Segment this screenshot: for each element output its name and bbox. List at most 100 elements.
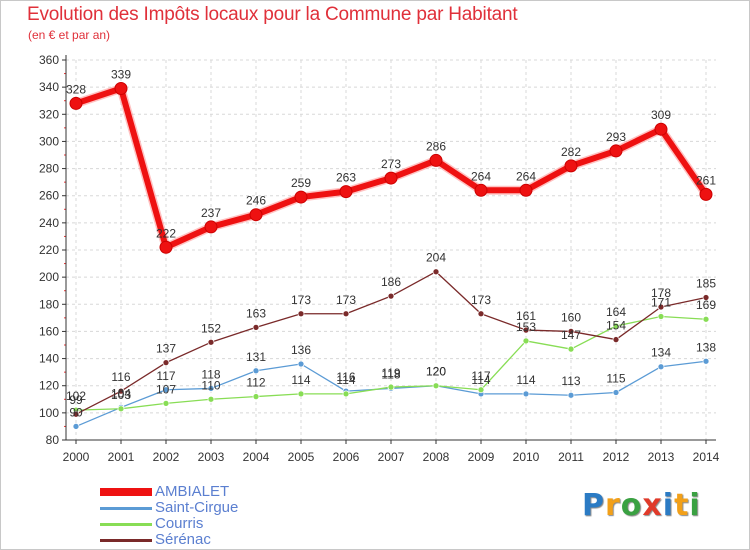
logo-letter: r — [605, 488, 621, 523]
data-label: 171 — [651, 296, 671, 310]
data-point — [522, 326, 530, 334]
x-tick-label: 2006 — [333, 450, 360, 464]
data-point — [339, 185, 353, 199]
line-chart: 80 100 120 140 160 180 200 220 240 260 280 300 320 34… — [39, 53, 720, 464]
data-label: 136 — [291, 343, 311, 357]
legend-swatch — [100, 507, 152, 510]
x-tick-label: 2009 — [468, 450, 495, 464]
data-point — [657, 363, 665, 371]
data-point — [117, 405, 125, 413]
data-label: 261 — [696, 173, 716, 187]
y-tick-label: 340 — [39, 80, 59, 94]
data-label: 293 — [606, 130, 626, 144]
data-label: 103 — [111, 388, 131, 402]
data-point — [387, 383, 395, 391]
data-point — [249, 208, 263, 222]
data-point — [342, 390, 350, 398]
x-tick-label: 2001 — [108, 450, 135, 464]
data-point — [114, 82, 128, 95]
data-label: 152 — [201, 321, 221, 335]
logo-letter: t — [674, 488, 690, 523]
x-tick-label: 2008 — [423, 450, 450, 464]
data-label: 222 — [156, 226, 176, 240]
x-tick-label: 2000 — [63, 450, 90, 464]
data-label: 112 — [246, 376, 265, 390]
data-point — [432, 382, 440, 390]
proxiti-logo: Proxiti — [582, 488, 701, 523]
chart-subtitle: (en € et par an) — [28, 28, 111, 42]
data-label: 118 — [381, 367, 400, 381]
data-point — [432, 268, 440, 276]
data-label: 264 — [516, 169, 536, 183]
data-label: 117 — [471, 369, 490, 383]
logo-letter: i — [662, 488, 675, 523]
x-tick-label: 2014 — [693, 450, 720, 464]
data-label: 186 — [381, 275, 401, 289]
data-point — [207, 338, 215, 346]
data-label: 114 — [516, 373, 535, 387]
data-label: 263 — [336, 171, 356, 185]
x-tick-label: 2012 — [603, 450, 630, 464]
data-label: 163 — [246, 306, 266, 320]
data-label: 259 — [291, 176, 311, 190]
data-label: 99 — [69, 393, 83, 407]
x-tick-label: 2013 — [648, 450, 675, 464]
data-point — [294, 190, 308, 204]
data-label: 120 — [426, 365, 446, 379]
data-label: 147 — [561, 328, 581, 342]
data-point — [252, 367, 260, 375]
chart-title: Evolution des Impôts locaux pour la Comm… — [27, 4, 518, 25]
x-tick-label: 2005 — [288, 450, 315, 464]
y-tick-label: 320 — [39, 107, 59, 121]
data-label: 107 — [156, 382, 176, 396]
data-label: 131 — [246, 350, 266, 364]
data-label: 153 — [516, 320, 536, 334]
data-point — [429, 153, 443, 167]
data-point — [207, 395, 215, 403]
logo-letter: o — [620, 488, 643, 523]
data-point — [612, 336, 620, 343]
data-point — [297, 360, 305, 368]
data-point — [297, 310, 305, 318]
data-label: 114 — [471, 373, 490, 387]
y-tick-label: 80 — [46, 433, 60, 447]
legend-swatch — [100, 523, 152, 526]
data-label: 173 — [471, 293, 491, 307]
data-label: 160 — [561, 310, 581, 324]
data-label: 169 — [696, 298, 716, 312]
data-point — [207, 385, 215, 392]
data-label: 104 — [111, 386, 131, 400]
data-label: 117 — [156, 369, 175, 383]
data-label: 237 — [201, 206, 221, 220]
data-point — [384, 171, 398, 185]
data-label: 113 — [561, 374, 580, 388]
data-point — [387, 292, 395, 300]
data-label: 90 — [69, 405, 83, 419]
data-label: 246 — [246, 194, 266, 208]
logo-letter: x — [642, 488, 663, 523]
y-tick-label: 160 — [39, 324, 59, 338]
data-point — [162, 386, 170, 394]
data-label: 116 — [111, 370, 130, 384]
legend-label: Courris — [155, 515, 204, 532]
data-label: 173 — [291, 293, 311, 307]
chart-legend: AMBIALET Saint-Cirgue Courris Sérénac — [100, 484, 400, 548]
y-tick-label: 140 — [39, 352, 59, 366]
data-label: 264 — [471, 169, 491, 183]
data-label: 119 — [381, 366, 400, 380]
y-tick-label: 120 — [39, 379, 59, 393]
data-point — [204, 220, 218, 234]
legend-item: AMBIALET — [100, 484, 400, 500]
data-point — [69, 96, 83, 110]
x-tick-label: 2011 — [558, 450, 584, 464]
legend-item: Courris — [100, 516, 400, 532]
data-label: 185 — [696, 277, 716, 291]
data-point — [612, 322, 620, 330]
data-point — [72, 410, 80, 418]
data-label: 118 — [201, 367, 220, 381]
legend-label: AMBIALET — [155, 483, 230, 500]
data-label: 339 — [111, 68, 131, 82]
data-point — [699, 187, 713, 201]
data-point — [477, 310, 485, 318]
legend-swatch — [100, 539, 152, 542]
